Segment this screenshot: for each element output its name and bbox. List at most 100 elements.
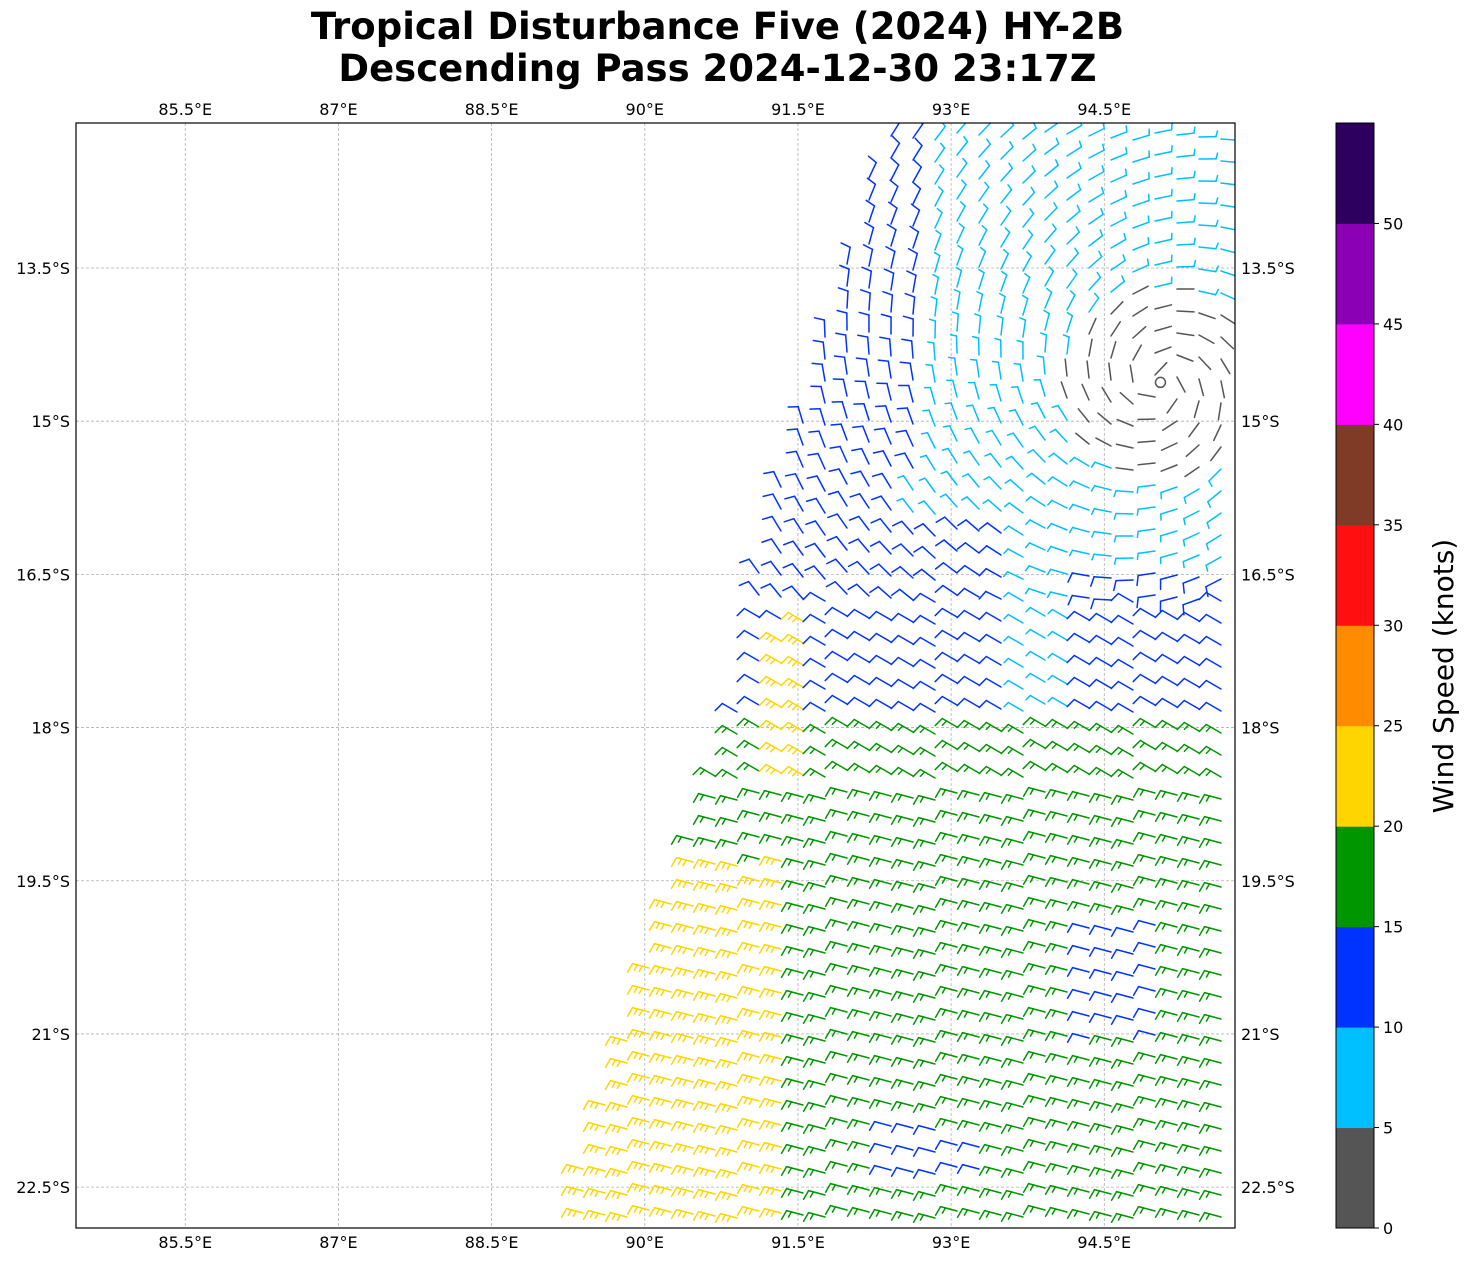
wind-barb (1088, 271, 1102, 291)
wind-barb (956, 201, 966, 222)
wind-barb (956, 741, 980, 752)
wind-barb (978, 1187, 1002, 1199)
wind-barb (1000, 1013, 1024, 1025)
wind-barb (1198, 334, 1215, 345)
wind-barb (810, 385, 826, 404)
wind-barb (934, 651, 958, 662)
wind-barb (855, 357, 870, 377)
wind-barb (1008, 409, 1024, 426)
wind-barb (1022, 874, 1046, 886)
wind-barb (978, 1033, 1002, 1045)
wind-barb (846, 942, 870, 954)
wind-barb (670, 1032, 694, 1044)
wind-barb (918, 477, 936, 493)
colorbar-tick-label: 5 (1383, 1119, 1393, 1138)
lat-tick-label-left: 13.5°S (16, 259, 70, 278)
wind-barb (1132, 651, 1156, 662)
wind-barb (736, 941, 760, 953)
wind-barb (736, 1183, 760, 1195)
wind-barb (1066, 1076, 1090, 1088)
wind-barb (1022, 1072, 1046, 1084)
wind-barb (1000, 270, 1008, 292)
wind-barb (802, 1211, 826, 1223)
lon-tick-label-top: 88.5°E (465, 100, 519, 119)
wind-barb (738, 580, 760, 596)
wind-barb (648, 920, 672, 932)
wind-barb (1088, 792, 1112, 804)
wind-barb (604, 1079, 628, 1091)
wind-barb (1132, 629, 1156, 640)
wind-barb (1044, 986, 1068, 998)
wind-barb (1101, 386, 1112, 403)
wind-barb (1206, 512, 1222, 530)
wind-barb (714, 860, 738, 872)
wind-barb (890, 123, 901, 137)
wind-barb (994, 337, 1002, 358)
wind-barb (692, 1166, 716, 1178)
wind-barb (1136, 506, 1156, 516)
wind-barb (670, 922, 694, 934)
wind-barb (626, 1138, 650, 1150)
wind-barb (758, 741, 782, 753)
lon-tick-label-bottom: 94.5°E (1077, 1233, 1131, 1252)
wind-barb (1198, 1211, 1222, 1223)
wind-barb (978, 246, 987, 268)
wind-barb (934, 1161, 958, 1173)
wind-barb (1132, 285, 1149, 295)
wind-barb (912, 904, 936, 916)
wind-barb (885, 245, 896, 269)
wind-barb (890, 814, 914, 826)
wind-barb (933, 251, 941, 273)
wind-barb (1000, 249, 1010, 270)
wind-barb (978, 699, 1002, 710)
wind-barb (758, 763, 782, 775)
wind-barb (923, 386, 936, 405)
wind-barb (1176, 1143, 1200, 1155)
wind-barb (1154, 987, 1178, 999)
wind-barb (1088, 165, 1105, 181)
wind-barb (891, 543, 914, 557)
wind-barb (824, 852, 848, 864)
wind-barb (890, 588, 914, 601)
wind-barb (1066, 1208, 1090, 1220)
wind-barb (1022, 808, 1046, 820)
wind-barb (846, 740, 870, 751)
wind-barb (983, 475, 1002, 490)
wind-barb (1022, 186, 1036, 206)
wind-barb (1176, 967, 1200, 979)
wind-barb (1088, 902, 1112, 914)
wind-barb (714, 1080, 738, 1092)
wind-barb (1000, 767, 1024, 778)
wind-barb (846, 608, 870, 619)
map-background (76, 123, 1235, 1228)
wind-barb (802, 657, 826, 668)
wind-barb (858, 311, 870, 333)
wind-barb (1000, 1057, 1024, 1069)
wind-barb (1022, 918, 1046, 930)
wind-barb (934, 607, 958, 618)
wind-barb (1044, 1184, 1068, 1196)
wind-barb (1044, 762, 1068, 773)
wind-barb (846, 810, 870, 822)
wind-barb (949, 333, 958, 354)
wind-barb (736, 1029, 760, 1041)
wind-barb (784, 495, 804, 512)
wind-barb (912, 1190, 936, 1202)
wind-barb (890, 612, 914, 623)
wind-barb (1132, 875, 1156, 887)
wind-barb (868, 1076, 892, 1088)
wind-barb (1110, 1168, 1134, 1180)
wind-barb (758, 833, 782, 845)
wind-barb (974, 313, 982, 334)
wind-barb (692, 880, 716, 892)
wind-barb (1088, 634, 1112, 645)
wind-barb (758, 965, 782, 977)
wind-barb (802, 723, 826, 734)
wind-barb (969, 358, 980, 378)
wind-barb (1044, 223, 1057, 243)
wind-barb (1205, 534, 1222, 551)
wind-barb (761, 538, 782, 554)
colorbar: 0 5 10 15 20 25 30 35 40 45 50 (1335, 122, 1403, 1238)
wind-barb (978, 791, 1002, 803)
wind-barb (1154, 123, 1173, 134)
